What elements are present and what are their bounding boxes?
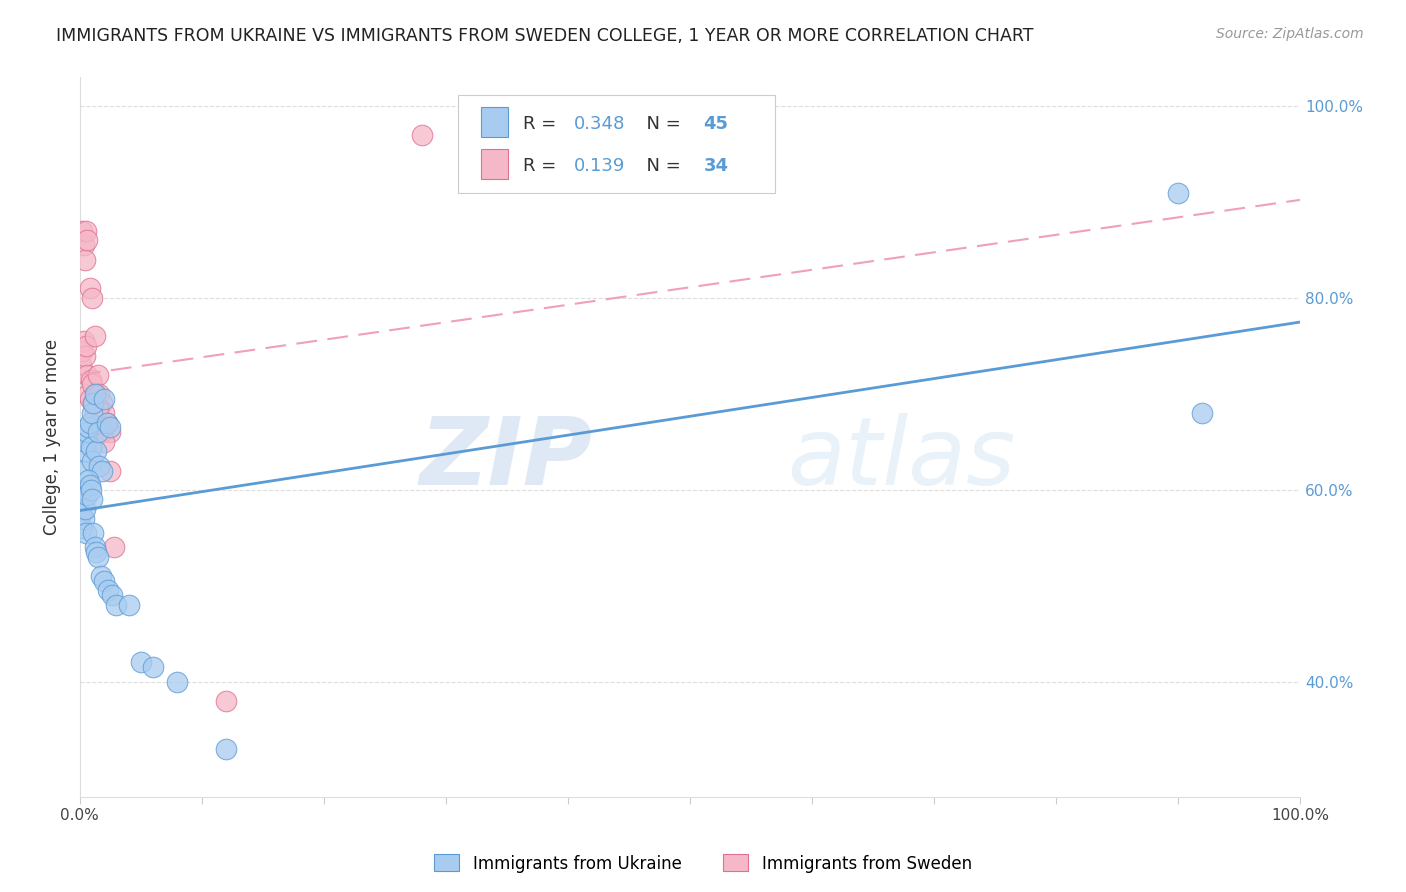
Point [70, 358, 93, 372]
Point [75, 339, 97, 353]
Point [89, 458, 111, 473]
Point [82, 396, 104, 410]
Point [80, 440, 103, 454]
Text: IMMIGRANTS FROM UKRAINE VS IMMIGRANTS FROM SWEDEN COLLEGE, 1 YEAR OR MORE CORREL: IMMIGRANTS FROM UKRAINE VS IMMIGRANTS FR… [56, 27, 1033, 45]
Point [73, 444, 96, 458]
Point [83, 541, 105, 555]
Text: R =: R = [523, 158, 562, 176]
Point [79, 416, 101, 430]
Point [73, 502, 96, 516]
Point [83, 329, 105, 343]
Point [93, 392, 115, 406]
FancyBboxPatch shape [481, 107, 508, 137]
Point [83, 406, 105, 420]
Point [87, 425, 110, 440]
Point [72, 224, 94, 238]
Point [97, 583, 120, 598]
Point [118, 598, 141, 612]
Legend: Immigrants from Ukraine, Immigrants from Sweden: Immigrants from Ukraine, Immigrants from… [427, 847, 979, 880]
Point [84, 387, 107, 401]
Text: atlas: atlas [787, 413, 1015, 504]
Point [72, 238, 94, 252]
Point [166, 674, 188, 689]
Point [84, 545, 107, 559]
Point [80, 483, 103, 497]
Point [90, 425, 112, 440]
Point [129, 656, 152, 670]
Text: 34: 34 [703, 158, 728, 176]
Point [80, 454, 103, 468]
Point [72, 511, 94, 525]
Point [80, 372, 103, 386]
Point [90, 569, 112, 583]
Point [72, 464, 94, 478]
Point [90, 464, 112, 478]
Point [215, 694, 238, 708]
Point [75, 224, 97, 238]
Point [76, 487, 98, 501]
Text: 0.348: 0.348 [574, 115, 626, 133]
Text: 0.139: 0.139 [574, 158, 626, 176]
Point [215, 741, 238, 756]
Point [72, 334, 94, 348]
Point [89, 387, 111, 401]
Point [83, 387, 105, 401]
FancyBboxPatch shape [458, 95, 775, 193]
Y-axis label: College, 1 year or more: College, 1 year or more [44, 339, 60, 535]
Point [70, 507, 93, 521]
Point [93, 406, 115, 420]
Point [76, 368, 98, 382]
Point [87, 549, 110, 564]
Point [77, 387, 100, 401]
Point [84, 444, 107, 458]
Point [1167, 186, 1189, 200]
Point [87, 368, 110, 382]
Point [75, 434, 97, 449]
Text: ZIP: ZIP [419, 413, 592, 505]
Point [72, 521, 94, 535]
Text: N =: N = [636, 115, 686, 133]
Point [73, 252, 96, 267]
Point [73, 349, 96, 363]
Point [79, 281, 101, 295]
Text: R =: R = [523, 115, 562, 133]
Point [80, 492, 103, 507]
Text: N =: N = [636, 158, 686, 176]
Point [77, 420, 100, 434]
Point [80, 406, 103, 420]
Point [72, 483, 94, 497]
Point [411, 128, 433, 142]
Point [77, 473, 100, 487]
Point [93, 434, 115, 449]
Point [142, 660, 165, 674]
Point [76, 425, 98, 440]
Point [96, 416, 118, 430]
Point [93, 574, 115, 588]
Text: Source: ZipAtlas.com: Source: ZipAtlas.com [1216, 27, 1364, 41]
Point [76, 234, 98, 248]
Point [100, 425, 122, 440]
Point [103, 541, 125, 555]
Point [80, 291, 103, 305]
Point [82, 525, 104, 540]
Point [100, 588, 122, 602]
Point [100, 420, 122, 434]
Point [100, 464, 122, 478]
Point [90, 396, 112, 410]
Text: 45: 45 [703, 115, 728, 133]
Point [82, 396, 104, 410]
Point [80, 377, 103, 392]
Point [79, 478, 101, 492]
FancyBboxPatch shape [481, 149, 508, 179]
Point [72, 343, 94, 358]
Point [79, 392, 101, 406]
Point [105, 598, 128, 612]
Point [1191, 406, 1213, 420]
Point [87, 401, 110, 416]
Point [75, 525, 97, 540]
Point [96, 416, 118, 430]
